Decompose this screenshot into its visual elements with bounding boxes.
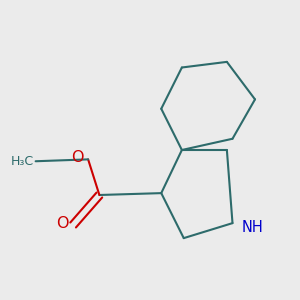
Text: NH: NH (242, 220, 264, 235)
Text: H₃C: H₃C (11, 155, 34, 168)
Text: O: O (56, 216, 68, 231)
Text: O: O (70, 150, 83, 165)
